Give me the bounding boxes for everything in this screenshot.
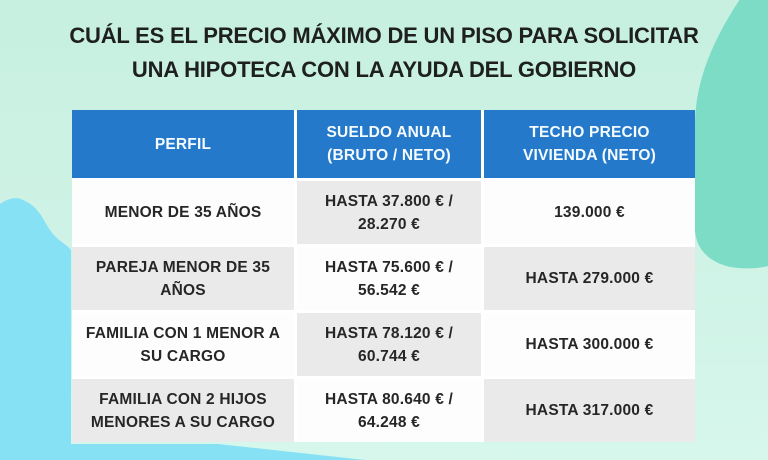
mortgage-price-table: PERFIL SUELDO ANUAL (BRUTO / NETO) TECHO…	[72, 110, 695, 442]
cell-perfil-row3: FAMILIA CON 1 MENOR A SU CARGO	[72, 313, 294, 376]
cell-techo-row2: HASTA 279.000 €	[484, 247, 695, 310]
title-line-1: CUÁL ES EL PRECIO MÁXIMO DE UN PISO PARA…	[69, 23, 699, 48]
cell-perfil-row1: MENOR DE 35 AÑOS	[72, 181, 294, 244]
cell-sueldo-row2: HASTA 75.600 € / 56.542 €	[297, 247, 481, 310]
header-sueldo-anual: SUELDO ANUAL (BRUTO / NETO)	[297, 110, 481, 178]
teal-blob-top-right	[695, 0, 768, 269]
cell-sueldo-row1: HASTA 37.800 € / 28.270 €	[297, 181, 481, 244]
cell-techo-row4: HASTA 317.000 €	[484, 379, 695, 442]
title-line-2: UNA HIPOTECA CON LA AYUDA DEL GOBIERNO	[131, 57, 637, 82]
cell-perfil-row2: PAREJA MENOR DE 35 AÑOS	[72, 247, 294, 310]
cell-sueldo-row3: HASTA 78.120 € / 60.744 €	[297, 313, 481, 376]
header-techo-precio: TECHO PRECIO VIVIENDA (NETO)	[484, 110, 695, 178]
page-title: CUÁL ES EL PRECIO MÁXIMO DE UN PISO PARA…	[0, 19, 768, 87]
cell-techo-row1: 139.000 €	[484, 181, 695, 244]
cell-sueldo-row4: HASTA 80.640 € / 64.248 €	[297, 379, 481, 442]
header-perfil: PERFIL	[72, 110, 294, 178]
cell-techo-row3: HASTA 300.000 €	[484, 313, 695, 376]
cell-perfil-row4: FAMILIA CON 2 HIJOS MENORES A SU CARGO	[72, 379, 294, 442]
blue-blob-left	[0, 198, 366, 460]
